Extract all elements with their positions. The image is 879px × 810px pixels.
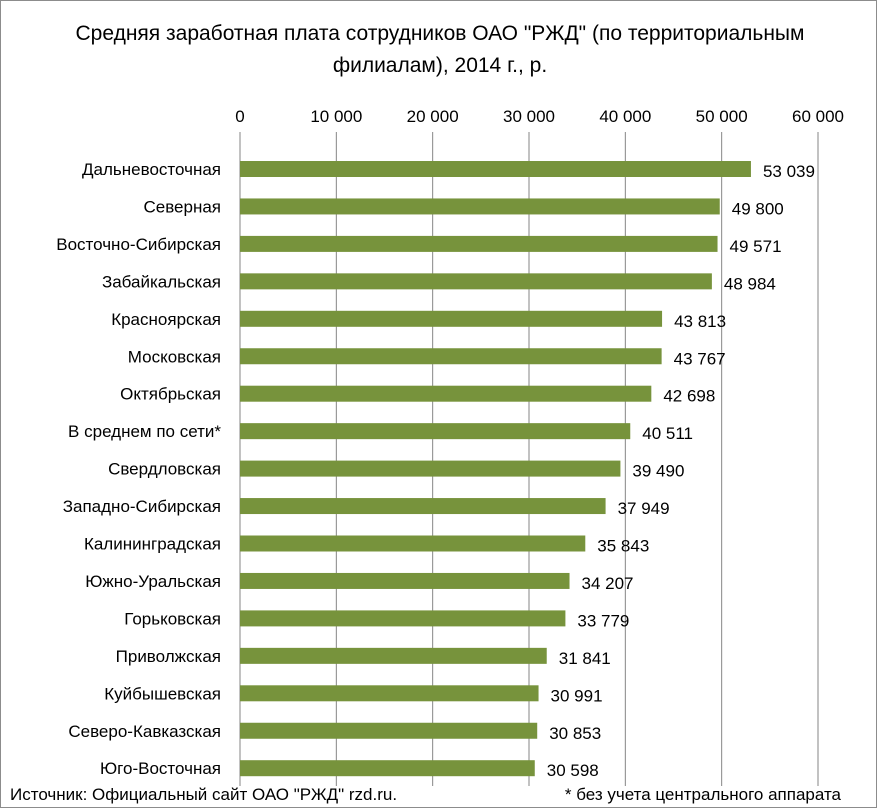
bar xyxy=(240,235,718,252)
category-label: Октябрьская xyxy=(120,385,221,404)
category-label: В среднем по сети* xyxy=(68,422,221,441)
category-label: Восточно-Сибирская xyxy=(56,235,221,254)
data-labels: 53 039 49 800 49 571 48 984 43 813 43 767 42 6… xyxy=(547,162,815,780)
source-note: Источник: Официальный сайт ОАО "РЖД" rzd… xyxy=(10,785,398,804)
data-label: 31 841 xyxy=(559,649,611,668)
data-label: 40 511 xyxy=(642,424,693,443)
data-label: 49 571 xyxy=(730,237,782,256)
chart-title: Средняя заработная плата сотрудников ОАО… xyxy=(75,22,805,77)
category-label: Калининградская xyxy=(84,535,221,554)
data-label: 34 207 xyxy=(582,574,634,593)
bar xyxy=(240,161,751,177)
category-label: Московская xyxy=(128,347,221,366)
data-label: 35 843 xyxy=(597,537,649,556)
bars xyxy=(240,161,751,777)
x-tick-label: 50 000 xyxy=(696,107,748,126)
x-tick-label: 0 xyxy=(235,107,244,126)
bar xyxy=(240,722,538,739)
bar xyxy=(240,198,720,215)
category-label: Северная xyxy=(143,197,221,216)
data-label: 49 800 xyxy=(732,199,784,218)
category-label: Северо-Кавказская xyxy=(68,722,221,741)
bar xyxy=(240,498,606,515)
data-label: 37 949 xyxy=(618,499,670,518)
category-label: Южно-Уральская xyxy=(85,572,221,591)
data-label: 33 779 xyxy=(577,611,629,630)
data-label: 43 813 xyxy=(674,312,726,331)
data-label: 42 698 xyxy=(663,387,715,406)
bar xyxy=(240,685,539,702)
category-label: Горьковская xyxy=(124,609,221,628)
data-label: 43 767 xyxy=(674,349,726,368)
footnote: * без учета центрального аппарата xyxy=(564,785,841,804)
category-labels: Дальневосточная Северная Восточно-Сибирска… xyxy=(56,160,221,778)
x-tick-label: 40 000 xyxy=(599,107,651,126)
category-label: Дальневосточная xyxy=(82,160,221,179)
x-tick-label: 10 000 xyxy=(310,107,362,126)
bar xyxy=(240,572,570,589)
x-tick-label: 60 000 xyxy=(792,107,844,126)
bar xyxy=(240,610,566,627)
data-label: 30 598 xyxy=(547,761,599,780)
data-label: 53 039 xyxy=(763,162,815,181)
data-label: 30 991 xyxy=(551,686,603,705)
category-label: Забайкальская xyxy=(102,272,221,291)
bar xyxy=(240,647,547,664)
x-axis-ticks: 0 10 000 20 000 30 000 40 000 50 000 60 000 xyxy=(235,107,844,126)
bar xyxy=(240,535,586,552)
bar xyxy=(240,348,662,365)
bar xyxy=(240,385,652,402)
category-label: Красноярская xyxy=(111,310,221,329)
category-label: Юго-Восточная xyxy=(100,759,221,778)
bar xyxy=(240,310,663,327)
x-tick-label: 30 000 xyxy=(503,107,555,126)
data-label: 30 853 xyxy=(549,724,601,743)
category-label: Куйбышевская xyxy=(104,684,221,703)
bar xyxy=(240,273,712,290)
data-label: 48 984 xyxy=(724,274,776,293)
category-label: Свердловская xyxy=(108,460,221,479)
bar xyxy=(240,423,631,440)
x-tick-label: 20 000 xyxy=(407,107,459,126)
category-label: Западно-Сибирская xyxy=(63,497,221,516)
data-label: 39 490 xyxy=(632,462,684,481)
bar xyxy=(240,760,535,777)
category-label: Приволжская xyxy=(116,647,221,666)
bar xyxy=(240,460,621,477)
